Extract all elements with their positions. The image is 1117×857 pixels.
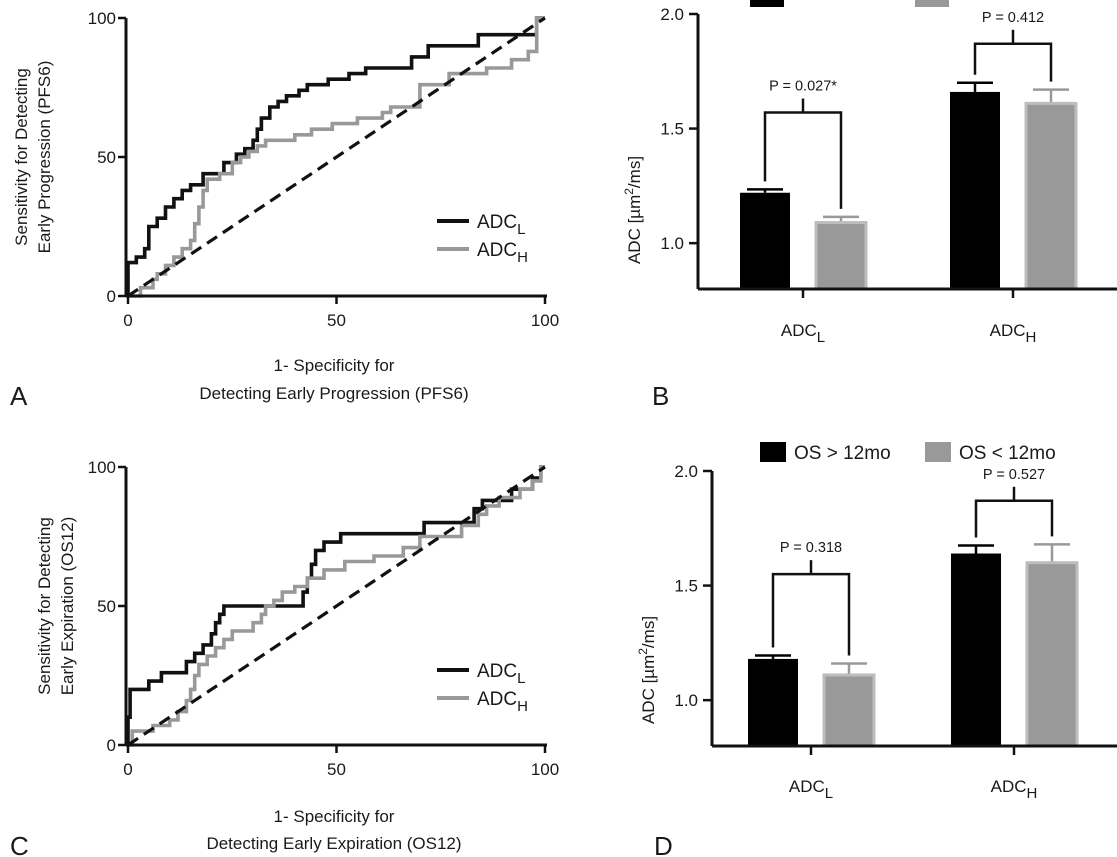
legend-label: ADCH xyxy=(477,689,528,715)
legend-label: ADCL xyxy=(477,212,525,238)
roc-series-adc-l xyxy=(126,16,545,296)
panel-label: A xyxy=(10,381,28,411)
panel-label: D xyxy=(654,831,673,857)
p-value-label: P = 0.027* xyxy=(769,79,837,95)
legend-swatch xyxy=(760,442,786,462)
x-tick-label: 100 xyxy=(531,760,559,779)
roc-series-adc-h xyxy=(128,465,545,747)
y-tick-label: 1.0 xyxy=(674,691,698,710)
x-axis-label: 1- Specificity for xyxy=(274,807,395,826)
significance-bracket xyxy=(771,572,851,656)
panel-label: B xyxy=(652,381,669,411)
category-label: ADCL xyxy=(781,321,825,346)
bar-panel-B: P = 0.027* ADCL P = 0.412 ADCH 1.0 1.5 2.0 ADC … xyxy=(622,0,1117,411)
p-value-label: P = 0.527 xyxy=(983,467,1045,483)
category-label: ADCH xyxy=(990,321,1037,346)
roc-panel-A: 0 50 100 0 50 100 1- Specificity for Detecting … xyxy=(10,9,559,411)
panel-label: C xyxy=(10,831,29,857)
y-tick-label: 100 xyxy=(88,9,116,28)
x-axis-label: Detecting Early Expiration (OS12) xyxy=(206,834,461,853)
y-tick-label: 2.0 xyxy=(674,462,698,481)
p-value-label: P = 0.318 xyxy=(780,540,842,556)
legend-label: ADCL xyxy=(477,661,525,687)
y-axis-label: Sensitivity for Detecting xyxy=(35,517,54,695)
significance-bracket xyxy=(974,499,1054,538)
significance-bracket xyxy=(763,111,843,209)
x-axis-label: 1- Specificity for xyxy=(274,356,395,375)
p-value-label: P = 0.412 xyxy=(982,10,1044,26)
y-tick-label: 100 xyxy=(88,458,116,477)
y-tick-label: 0 xyxy=(107,736,116,755)
bar xyxy=(1024,101,1078,291)
bar xyxy=(740,192,790,289)
legend-label: OS > 12mo xyxy=(794,443,891,464)
roc-panel-C: 0 50 100 0 50 100 1- Specificity for Detecting … xyxy=(10,458,559,857)
y-axis-label: Early Expiration (OS12) xyxy=(58,517,77,696)
roc-series-reference xyxy=(127,16,546,298)
y-axis-label: ADC [µm2/ms] xyxy=(622,156,644,264)
category-label: ADCL xyxy=(789,777,833,802)
x-tick-label: 50 xyxy=(327,311,346,330)
x-tick-label: 100 xyxy=(531,311,559,330)
legend-swatch-cropped xyxy=(915,0,949,7)
x-tick-label: 50 xyxy=(327,760,346,779)
y-tick-label: 50 xyxy=(97,148,116,167)
roc-series-adc-l xyxy=(126,465,545,745)
significance-bracket xyxy=(973,42,1053,82)
bar xyxy=(1025,561,1079,748)
y-tick-label: 2.0 xyxy=(660,5,684,24)
y-tick-label: 1.5 xyxy=(674,577,698,596)
y-tick-label: 0 xyxy=(107,287,116,306)
y-axis-label: ADC [µm2/ms] xyxy=(636,616,658,724)
bar xyxy=(748,658,798,746)
x-tick-label: 0 xyxy=(123,760,132,779)
bar xyxy=(950,91,1000,290)
roc-series-reference xyxy=(127,465,546,747)
x-tick-label: 0 xyxy=(123,311,132,330)
legend-label: ADCH xyxy=(477,240,528,266)
legend-swatch-cropped xyxy=(750,0,784,7)
legend-label: OS < 12mo xyxy=(959,443,1056,464)
y-tick-label: 1.5 xyxy=(660,120,684,139)
x-axis-label: Detecting Early Progression (PFS6) xyxy=(199,384,468,403)
y-tick-label: 50 xyxy=(97,597,116,616)
bar-panel-D: P = 0.318 ADCL P = 0.527 ADCH 1.0 1.5 2.0 ADC [… xyxy=(636,442,1117,857)
category-label: ADCH xyxy=(991,777,1038,802)
y-tick-label: 1.0 xyxy=(660,234,684,253)
y-axis-label: Sensitivity for Detecting xyxy=(12,68,31,246)
bar xyxy=(814,221,868,291)
bar xyxy=(822,673,876,748)
bar xyxy=(951,553,1001,746)
legend-swatch xyxy=(925,442,951,462)
y-axis-label: Early Progression (PFS6) xyxy=(35,61,54,254)
